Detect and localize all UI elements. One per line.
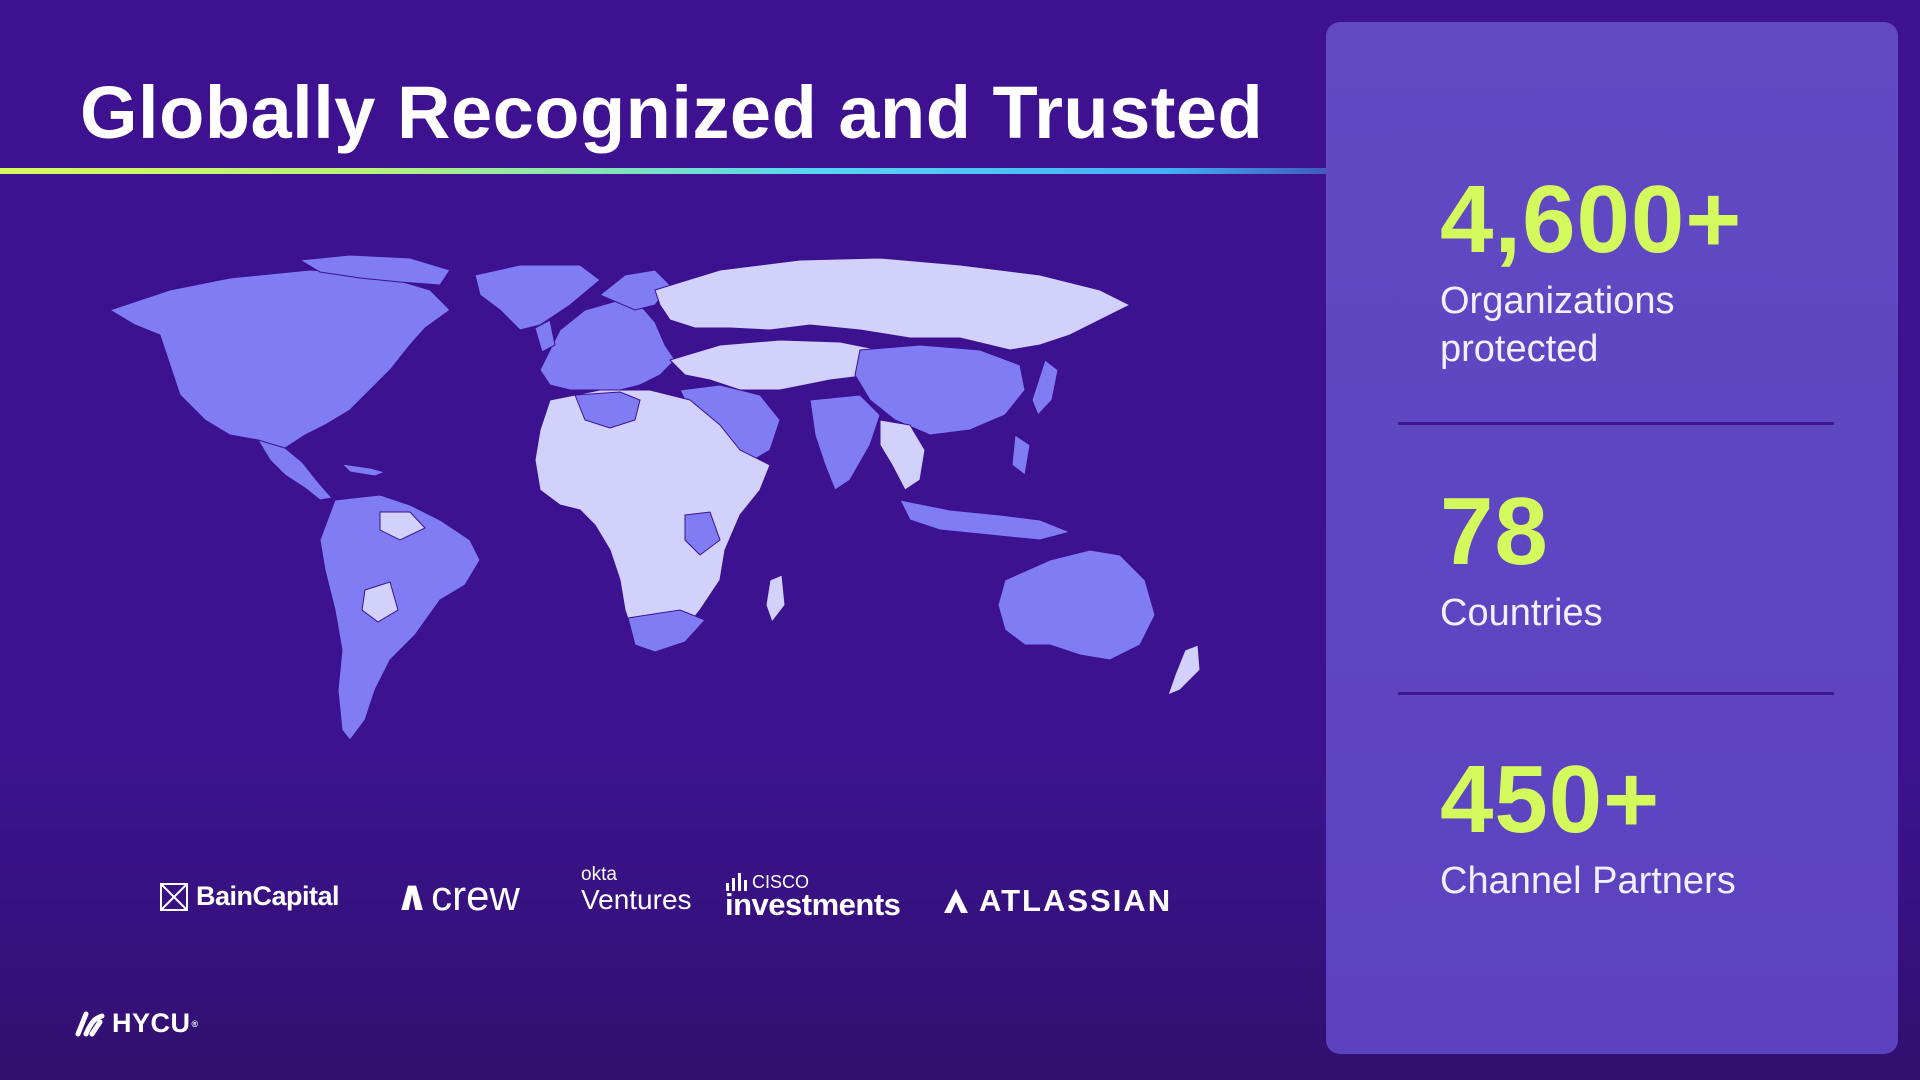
map-central-america <box>256 439 333 501</box>
cisco-text: CISCO <box>752 872 810 892</box>
map-east-africa <box>684 511 721 556</box>
map-indonesia <box>899 499 1072 541</box>
stat-value: 4,600+ <box>1440 166 1743 273</box>
map-canada-islands <box>298 254 451 286</box>
okta-text: okta <box>581 864 617 885</box>
map-south-africa <box>627 609 706 653</box>
map-madagascar <box>765 574 786 624</box>
hycu-mark-icon <box>75 1011 105 1036</box>
map-russia <box>654 257 1132 351</box>
map-southeast-asia <box>879 419 926 491</box>
cisco-investments-logo: CISCO investments <box>725 872 901 922</box>
map-china <box>854 344 1026 436</box>
stat-label: Channel Partners <box>1440 860 1736 902</box>
acrew-logo: ∧ crew <box>395 871 520 920</box>
map-caribbean <box>340 463 387 477</box>
map-south-america-light <box>361 511 426 623</box>
page-title: Globally Recognized and Trusted <box>80 71 1264 154</box>
cisco-bars-icon <box>726 873 747 891</box>
stats-panel: 4,600+ Organizations protected 78 Countr… <box>1326 22 1898 1054</box>
stat-divider <box>1398 422 1834 425</box>
world-map-icon <box>108 254 1201 741</box>
hycu-text: HYCU <box>112 1008 191 1038</box>
stat-organizations: 4,600+ Organizations protected <box>1440 172 1820 373</box>
bain-capital-mark-icon <box>160 882 188 911</box>
map-north-america <box>108 269 451 456</box>
stat-label: Countries <box>1440 592 1603 634</box>
map-japan <box>1031 359 1059 416</box>
stat-divider <box>1398 692 1834 695</box>
ventures-text: Ventures <box>581 884 692 915</box>
acrew-text: crew <box>431 871 520 919</box>
stat-value: 450+ <box>1440 746 1661 853</box>
okta-ventures-logo: okta Ventures <box>581 865 692 914</box>
map-north-africa <box>574 391 641 429</box>
stat-value: 78 <box>1440 478 1549 585</box>
bain-capital-text: BainCapital <box>196 881 340 911</box>
map-india <box>809 394 881 491</box>
map-new-zealand <box>1167 644 1201 696</box>
atlassian-text: ATLASSIAN <box>979 883 1173 918</box>
title-underline <box>0 168 1460 174</box>
atlassian-mark-icon <box>944 889 968 913</box>
hycu-logo: HYCU ® <box>74 1008 199 1039</box>
investor-logos: BainCapital ∧ crew okta Ventures CISCO i… <box>155 865 1170 935</box>
map-philippines <box>1011 434 1031 476</box>
bain-capital-logo: BainCapital <box>160 881 340 912</box>
map-australia <box>997 549 1156 661</box>
stat-label: Organizations protected <box>1440 280 1675 370</box>
map-europe <box>539 299 676 391</box>
atlassian-logo: ATLASSIAN <box>943 883 1172 919</box>
stat-countries: 78 Countries <box>1440 484 1820 638</box>
stat-partners: 450+ Channel Partners <box>1440 752 1820 906</box>
map-uk <box>534 319 556 353</box>
map-greenland <box>474 264 601 331</box>
map-south-america <box>319 494 481 741</box>
acrew-mark-icon: ∧ <box>395 872 430 919</box>
investments-text: investments <box>725 887 901 922</box>
registered-mark: ® <box>191 1018 199 1029</box>
